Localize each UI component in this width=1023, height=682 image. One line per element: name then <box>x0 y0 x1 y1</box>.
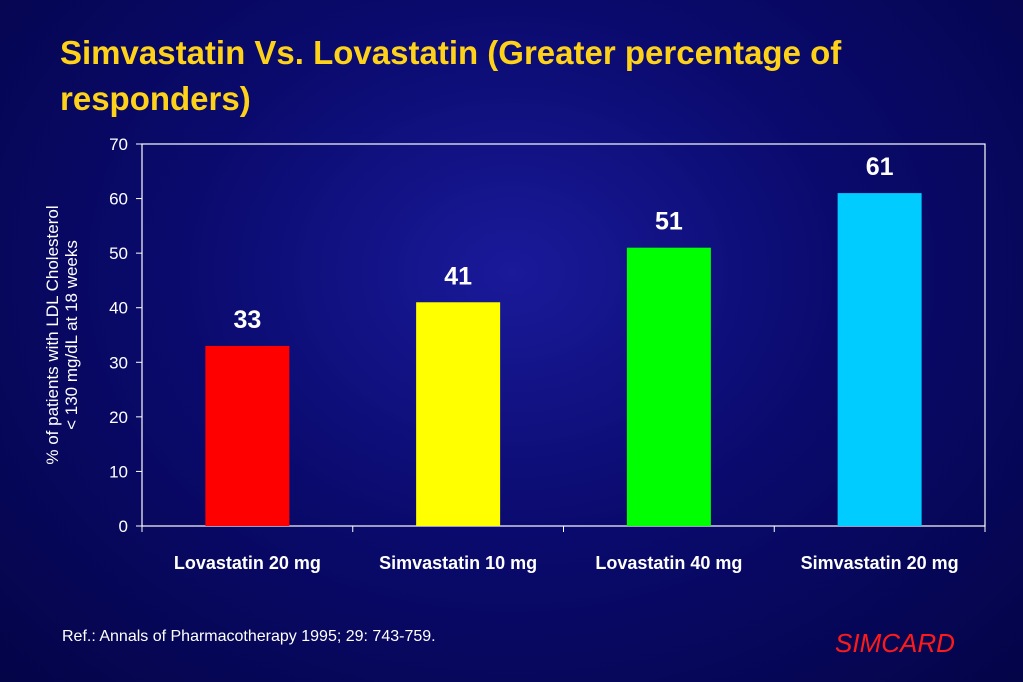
y-tick-label: 40 <box>109 299 128 318</box>
bar-value-label: 51 <box>655 208 683 236</box>
x-category-label: Lovastatin 20 mg <box>174 553 321 573</box>
reference-note: Ref.: Annals of Pharmacotherapy 1995; 29… <box>62 628 436 645</box>
y-tick-label: 70 <box>109 135 128 154</box>
x-category-label: Lovastatin 40 mg <box>595 553 742 573</box>
y-tick-label: 20 <box>109 408 128 427</box>
y-tick-label: 0 <box>119 517 128 536</box>
bar-value-label: 41 <box>444 262 472 290</box>
bar <box>626 247 711 526</box>
slide-title: Simvastatin Vs. Lovastatin (Greater perc… <box>60 34 842 117</box>
bar <box>416 302 501 526</box>
bar-value-label: 33 <box>233 306 261 334</box>
y-tick-label: 60 <box>109 190 128 209</box>
x-category-label: Simvastatin 20 mg <box>801 553 959 573</box>
bar-value-label: 61 <box>866 153 894 181</box>
y-tick-label: 10 <box>109 462 128 481</box>
bar <box>205 345 290 526</box>
x-category-label: Simvastatin 10 mg <box>379 553 537 573</box>
brand-logo-text: SIMCARD <box>835 628 955 658</box>
y-tick-label: 50 <box>109 244 128 263</box>
y-tick-label: 30 <box>109 353 128 372</box>
bar <box>837 193 922 526</box>
